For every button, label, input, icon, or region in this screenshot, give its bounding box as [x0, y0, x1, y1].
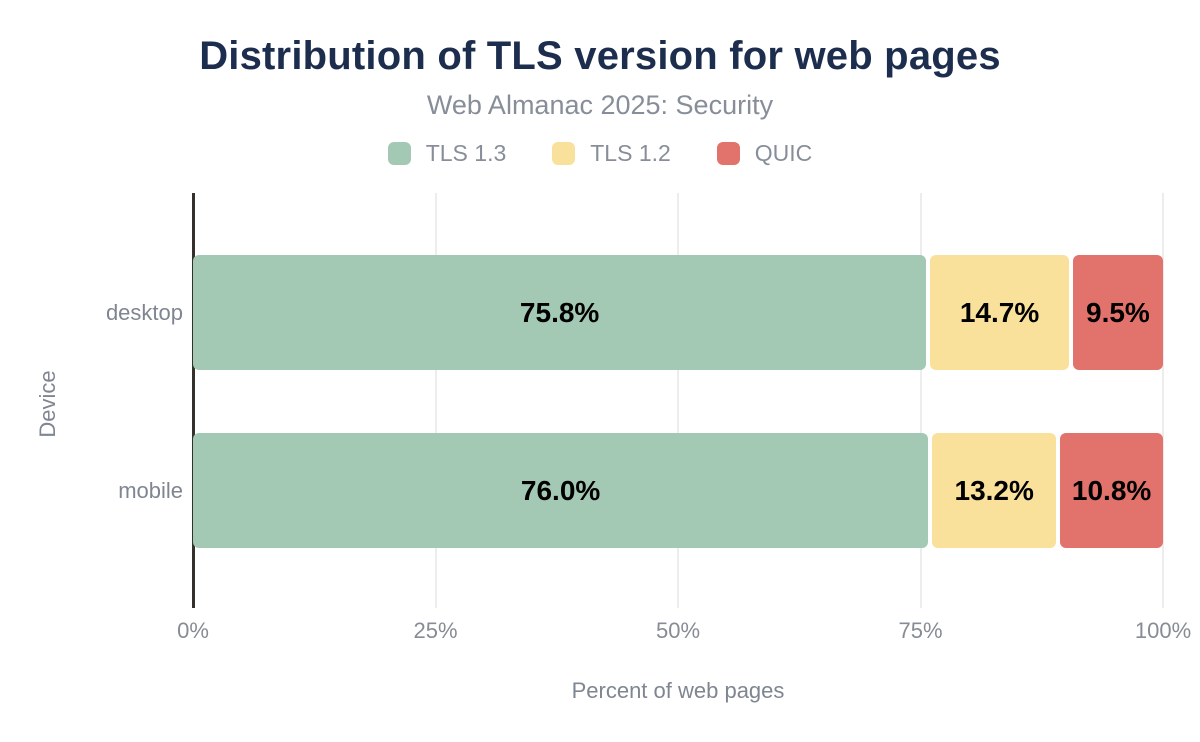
- legend-item-tls-1-2: TLS 1.2: [552, 140, 671, 167]
- x-tick-label-0%: 0%: [177, 618, 209, 643]
- gridline-25%: [434, 193, 437, 608]
- bar-segment-mobile-quic[interactable]: 10.8%: [1060, 433, 1163, 548]
- chart-subtitle: Web Almanac 2025: Security: [426, 90, 774, 120]
- bar-segment-desktop-quic[interactable]: 9.5%: [1072, 255, 1163, 370]
- legend-label: QUIC: [754, 140, 813, 166]
- plot-area: 75.8% 14.7% 9.5% 76.0% 13.2% 10.8%: [192, 193, 1164, 608]
- x-tick-label-50%: 50%: [655, 618, 701, 643]
- chart-title: Distribution of TLS version for web page…: [199, 34, 1001, 78]
- legend-item-tls-1-3: TLS 1.3: [387, 140, 507, 167]
- bar-segment-mobile-tls-1-2[interactable]: 13.2%: [932, 433, 1057, 548]
- gridline-50%: [677, 193, 679, 608]
- gridline-100%: [1162, 193, 1164, 608]
- y-axis-title: Device: [35, 370, 60, 438]
- bar-segment-desktop-tls-1-3[interactable]: 75.8%: [193, 255, 927, 370]
- x-tick-label-25%: 25%: [413, 618, 458, 643]
- legend-swatch-icon: [716, 142, 740, 165]
- bar-value-label: 14.7%: [959, 296, 1040, 328]
- x-axis-title: Percent of web pages: [571, 678, 785, 703]
- legend-swatch-icon: [387, 142, 411, 165]
- legend-label: TLS 1.3: [425, 140, 507, 166]
- bar-segment-mobile-tls-1-3[interactable]: 76.0%: [193, 433, 929, 548]
- bar-row-desktop: 75.8% 14.7% 9.5%: [193, 255, 1163, 370]
- bar-value-label: 76.0%: [520, 474, 601, 506]
- legend-swatch-icon: [552, 142, 576, 165]
- y-axis-line: [192, 193, 195, 608]
- legend-item-quic: QUIC: [716, 140, 813, 167]
- legend-label: TLS 1.2: [590, 140, 671, 166]
- legend: TLS 1.3 TLS 1.2 QUIC: [0, 140, 1200, 167]
- x-tick-label-75%: 75%: [898, 618, 943, 643]
- bar-value-label: 13.2%: [954, 474, 1034, 506]
- bar-value-label: 75.8%: [519, 296, 600, 328]
- bar-row-mobile: 76.0% 13.2% 10.8%: [193, 433, 1163, 548]
- bar-segment-desktop-tls-1-2[interactable]: 14.7%: [930, 255, 1069, 370]
- y-tick-label-desktop: desktop: [105, 299, 183, 325]
- bar-value-label: 9.5%: [1086, 296, 1150, 328]
- bar-value-label: 10.8%: [1071, 474, 1152, 506]
- y-tick-label-mobile: mobile: [118, 477, 183, 503]
- x-tick-label-100%: 100%: [1134, 618, 1192, 643]
- gridline-75%: [919, 193, 922, 608]
